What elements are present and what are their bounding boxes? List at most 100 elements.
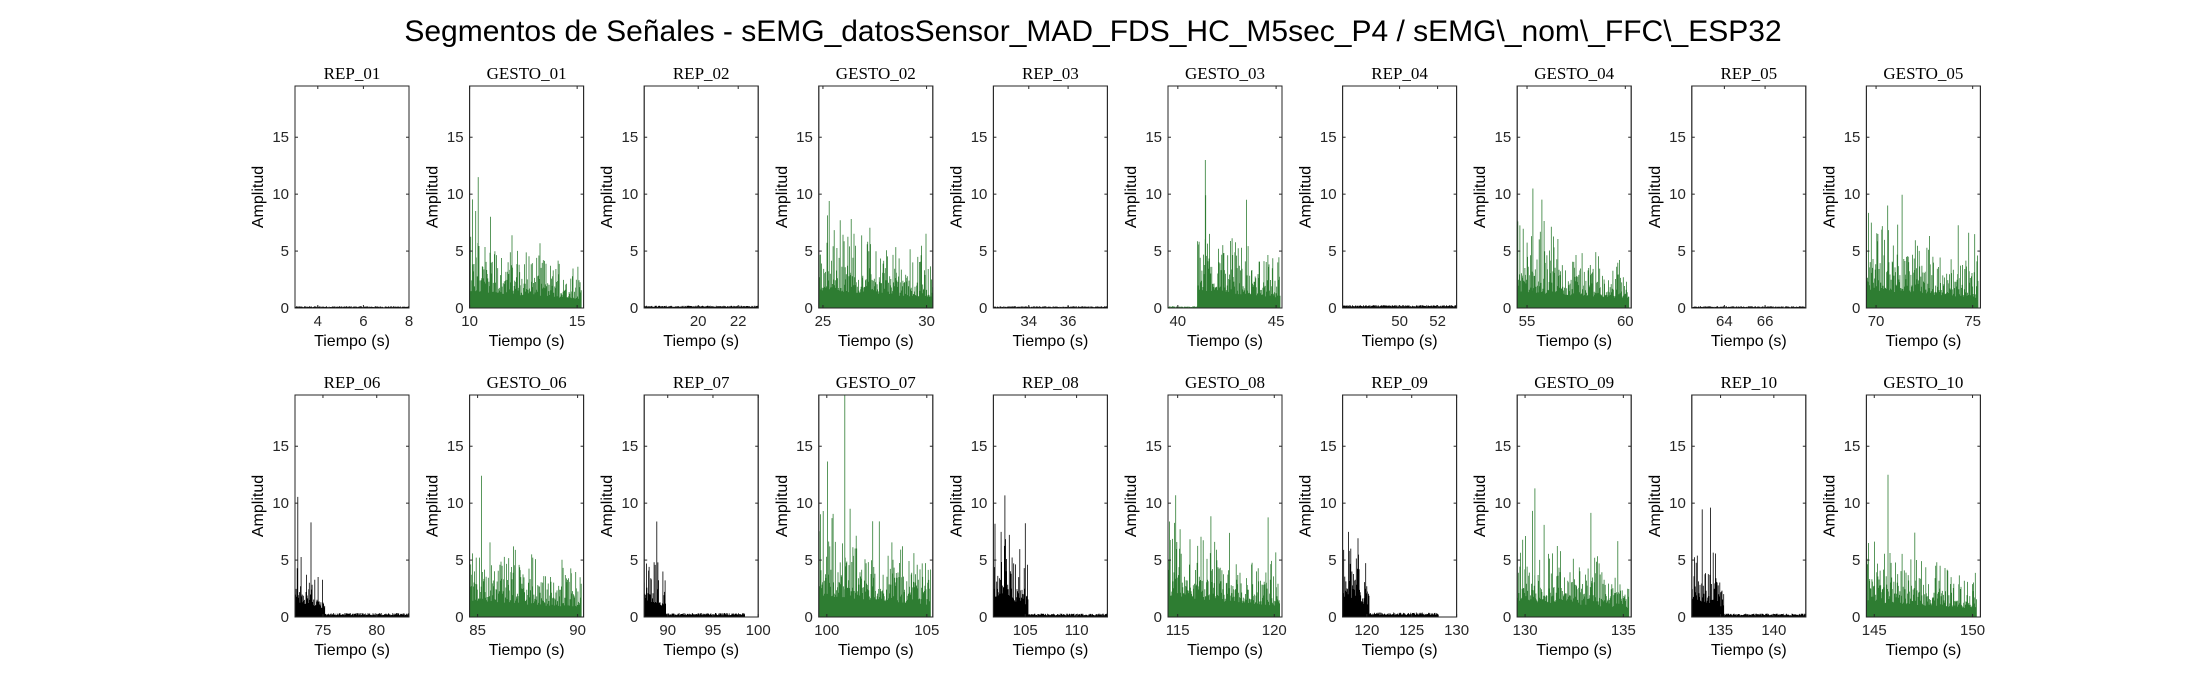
signal-bars <box>295 496 409 617</box>
signal-series <box>1866 194 1979 308</box>
y-tick-label: 5 <box>1503 552 1511 569</box>
plot-border <box>818 394 934 618</box>
x-tick-label: 150 <box>1960 622 1985 639</box>
x-tick-label: 50 <box>1391 313 1408 330</box>
y-tick-label: 15 <box>971 129 988 146</box>
y-tick-label: 10 <box>622 495 639 512</box>
y-tick-label: 0 <box>281 609 289 626</box>
x-tick-label: 64 <box>1716 313 1733 330</box>
plot-frame <box>643 394 759 618</box>
y-tick-label: 0 <box>630 609 638 626</box>
plot-border <box>818 85 934 309</box>
subplot-title: REP_01 <box>324 64 381 83</box>
x-tick-label: 34 <box>1020 313 1037 330</box>
x-tick-label: 140 <box>1761 622 1786 639</box>
y-tick-label: 0 <box>804 300 812 317</box>
plot-border <box>469 394 585 618</box>
subplot-rep-04: 0 5 10 15 50 52 REP_04 Tiempo (s) Amplitud <box>1298 64 1458 350</box>
y-tick-label: 15 <box>1669 129 1686 146</box>
y-tick-label: 5 <box>1154 243 1162 260</box>
y-tick-label: 15 <box>272 129 289 146</box>
x-tick-label: 15 <box>569 313 586 330</box>
plot-border <box>1516 394 1632 618</box>
x-tick-label: 105 <box>1013 622 1038 639</box>
x-axis-label: Tiempo (s) <box>1536 642 1612 659</box>
y-tick-label: 0 <box>455 300 463 317</box>
y-tick-label: 10 <box>1495 495 1512 512</box>
x-tick-label: 110 <box>1065 622 1089 639</box>
x-axis-label: Tiempo (s) <box>1012 333 1088 350</box>
plot-border <box>469 85 585 309</box>
y-tick-label: 10 <box>971 495 988 512</box>
x-axis-label: Tiempo (s) <box>1012 642 1088 659</box>
signal-bars <box>1168 495 1280 617</box>
subplot-gesto-08: 0 5 10 15 115 120 GESTO_08 Tiempo (s) Amplitud <box>1123 373 1287 659</box>
signal-series <box>469 177 582 308</box>
y-axis-label: Amplitud <box>250 475 267 537</box>
x-tick-label: 10 <box>461 313 478 330</box>
x-axis-label: Tiempo (s) <box>663 333 739 350</box>
y-axis-label: Amplitud <box>599 166 616 228</box>
signal-bars <box>1866 474 1977 617</box>
x-tick-label: 120 <box>1354 622 1379 639</box>
x-axis-label: Tiempo (s) <box>1187 333 1263 350</box>
plot-frame <box>294 394 410 618</box>
y-tick-label: 10 <box>1844 186 1861 203</box>
y-tick-label: 10 <box>1145 186 1162 203</box>
y-tick-label: 5 <box>1503 243 1511 260</box>
y-tick-label: 15 <box>1145 438 1162 455</box>
plot-border <box>1167 85 1283 309</box>
y-tick-label: 10 <box>796 186 813 203</box>
x-tick-label: 20 <box>690 313 707 330</box>
x-axis-label: Tiempo (s) <box>663 642 739 659</box>
y-tick-label: 0 <box>979 300 987 317</box>
x-axis-label: Tiempo (s) <box>489 642 565 659</box>
signal-bars <box>1168 160 1281 308</box>
x-tick-label: 25 <box>815 313 832 330</box>
subplot-gesto-10: 0 5 10 15 145 150 GESTO_10 Tiempo (s) Amplitud <box>1821 373 1985 659</box>
plot-border <box>992 394 1108 618</box>
subplot-title: REP_05 <box>1720 64 1777 83</box>
x-tick-label: 66 <box>1757 313 1774 330</box>
subplot-gesto-05: 0 5 10 15 70 75 GESTO_05 Tiempo (s) Amplitud <box>1821 64 1981 350</box>
x-tick-label: 135 <box>1708 622 1733 639</box>
y-tick-label: 5 <box>630 243 638 260</box>
subplot-title: REP_08 <box>1022 373 1079 392</box>
subplot-title: GESTO_08 <box>1185 373 1265 392</box>
plot-frame <box>1865 85 1981 309</box>
y-tick-label: 5 <box>455 552 463 569</box>
x-axis-label: Tiempo (s) <box>1711 642 1787 659</box>
y-tick-label: 5 <box>1852 552 1860 569</box>
y-tick-label: 15 <box>796 438 813 455</box>
signal-series <box>1168 495 1280 617</box>
signal-series <box>993 495 1108 617</box>
signal-series <box>1691 507 1806 617</box>
x-axis-label: Tiempo (s) <box>1362 333 1438 350</box>
signal-bars <box>1691 507 1806 617</box>
y-tick-label: 15 <box>1495 438 1512 455</box>
subplot-rep-08: 0 5 10 15 105 110 REP_08 Tiempo (s) Amplitud <box>948 373 1108 659</box>
signal-series <box>1168 160 1281 308</box>
subplot-title: REP_07 <box>673 373 730 392</box>
subplot-rep-03: 0 5 10 15 34 36 REP_03 Tiempo (s) Amplitud <box>948 64 1108 350</box>
x-tick-label: 90 <box>659 622 676 639</box>
y-axis-label: Amplitud <box>774 166 791 228</box>
plot-border <box>1691 394 1807 618</box>
subplot-title: GESTO_03 <box>1185 64 1265 83</box>
y-tick-label: 15 <box>1320 129 1337 146</box>
y-tick-label: 0 <box>1154 300 1162 317</box>
x-tick-label: 55 <box>1519 313 1536 330</box>
y-tick-label: 5 <box>281 243 289 260</box>
x-tick-label: 75 <box>315 622 332 639</box>
x-axis-label: Tiempo (s) <box>1362 642 1438 659</box>
subplot-rep-06: 0 5 10 15 75 80 REP_06 Tiempo (s) Amplitud <box>250 373 410 659</box>
y-axis-label: Amplitud <box>948 475 965 537</box>
subplot-title: GESTO_06 <box>487 373 567 392</box>
signal-bars <box>993 495 1108 617</box>
y-axis-label: Amplitud <box>948 166 965 228</box>
y-axis-label: Amplitud <box>1472 475 1489 537</box>
y-tick-label: 5 <box>979 552 987 569</box>
y-axis-label: Amplitud <box>425 475 442 537</box>
y-tick-label: 10 <box>1495 186 1512 203</box>
subplot-gesto-02: 0 5 10 15 25 30 GESTO_02 Tiempo (s) Amplitud <box>774 64 935 350</box>
